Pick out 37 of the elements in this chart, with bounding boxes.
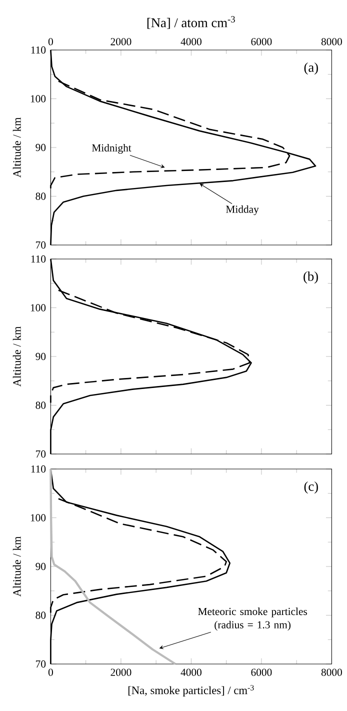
x-tick-label: 6000 (251, 38, 272, 46)
x-tick-label: 4000 (180, 38, 202, 46)
y-tick-label: 100 (31, 95, 46, 102)
y-tick-label: 90 (36, 562, 46, 570)
y-tick-label: 90 (36, 144, 46, 152)
y-tick-label: 80 (36, 612, 46, 619)
y-tick-label: 100 (31, 304, 46, 312)
y-tick-label: 80 (36, 192, 46, 200)
y-axis-title: Altitude / km (12, 117, 21, 178)
y-tick-label: 70 (36, 450, 46, 458)
y-tick-label: 80 (36, 402, 46, 409)
x-axis-title: [Na] / atom cm$^{-3}$ (148, 16, 236, 29)
annotation: Midnight (92, 144, 132, 154)
annotation: (a) (304, 62, 318, 75)
y-tick-label: 110 (31, 465, 46, 473)
y-tick-label: 110 (31, 46, 46, 54)
y-tick-label: 90 (36, 352, 46, 360)
x-tick-label: 0 (48, 668, 54, 676)
y-axis-title: Altitude / km (12, 326, 21, 387)
annotation: Meteoric smoke particles (radius = 1.3 nm) (198, 608, 308, 631)
annotation: Midday (226, 205, 259, 216)
x-tick-label: 6000 (251, 668, 272, 676)
x-tick-label: 8000 (322, 668, 342, 676)
y-tick-label: 70 (36, 660, 46, 668)
line-series (50, 468, 177, 666)
x-tick-label: 8000 (322, 38, 342, 46)
x-tick-label: 2000 (110, 38, 132, 46)
x-tick-label: 4000 (180, 668, 202, 676)
y-tick-label: 100 (31, 514, 46, 522)
y-tick-label: 70 (36, 241, 46, 249)
x-tick-label: 2000 (110, 668, 132, 676)
annotation: (c) (304, 482, 318, 494)
y-axis-title: Altitude / km (12, 536, 21, 597)
y-tick-label: 110 (31, 255, 46, 263)
x-tick-label: 0 (48, 38, 54, 46)
x-axis-title: [Na, smoke particles] / cm$^{-3}$ (128, 685, 254, 696)
annotation: (b) (304, 272, 318, 284)
